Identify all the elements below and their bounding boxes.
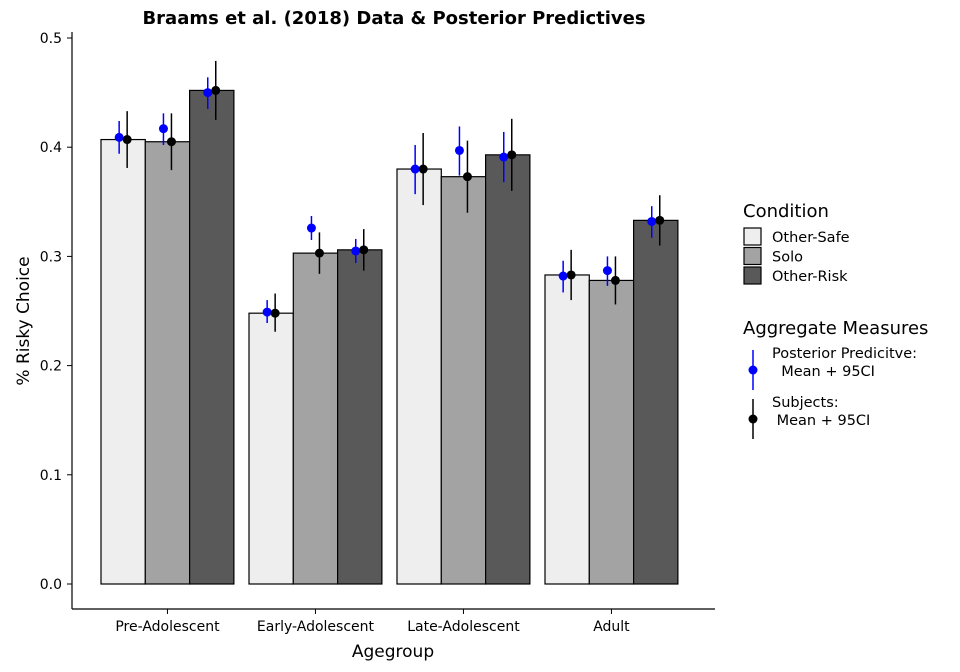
legend-subjects-point [748,414,758,424]
posterior-point [602,266,612,276]
subjects-point [507,150,517,160]
legend-condition-label: Other-Risk [772,269,848,285]
subjects-point [314,248,324,258]
chart-title: Braams et al. (2018) Data & Posterior Pr… [142,8,645,29]
legend-posterior-label-line2: Mean + 95CI [772,364,875,380]
y-tick-label: 0.2 [40,359,62,375]
subjects-point [359,245,369,255]
legend-swatch [743,246,762,266]
posterior-point [351,246,361,256]
subjects-point [270,308,280,318]
legend: Condition Other-Safe Solo Other-Risk Aggre… [743,201,928,439]
x-tick-label: Late-Adolescent [407,619,520,635]
plot-area [100,60,679,585]
legend-item-subjects: Subjects: Mean + 95CI [748,395,870,439]
posterior-point [454,145,464,155]
x-tick-label: Adult [593,619,630,635]
x-axis-ticks: Pre-Adolescent Early-Adolescent Late-Adole… [115,609,630,635]
legend-condition-label: Other-Safe [772,230,850,246]
y-tick-label: 0.5 [40,31,62,47]
bar [144,141,191,585]
bar [544,274,590,585]
posterior-point [558,271,568,281]
subjects-point [418,164,428,174]
posterior-point [499,152,509,162]
subjects-point [566,270,576,280]
legend-condition-title: Condition [743,201,829,222]
bar [632,219,679,585]
posterior-point [158,124,168,134]
posterior-point [306,223,316,233]
posterior-point [647,216,657,226]
x-tick-label: Pre-Adolescent [115,619,220,635]
bar [485,154,531,585]
legend-condition-label: Solo [772,250,803,266]
legend-item-posterior: Posterior Predicitve: Mean + 95CI [748,346,917,390]
y-tick-label: 0.1 [40,468,62,484]
legend-subjects-label-line1: Subjects: [772,395,839,411]
posterior-point [410,164,420,174]
legend-swatch [743,227,762,246]
subjects-point [610,275,620,285]
y-tick-label: 0.0 [40,577,62,593]
subjects-point [655,215,665,225]
y-axis-ticks: 0.0 0.1 0.2 0.3 0.4 0.5 [40,31,72,593]
legend-aggregate-title: Aggregate Measures [743,318,928,339]
bar [588,279,635,585]
bar [396,168,442,585]
bar [440,176,487,585]
subjects-point [462,172,472,182]
bar [189,89,235,585]
bar [292,252,339,585]
subjects-point [122,135,132,145]
legend-subjects-label-line2: Mean + 95CI [772,413,870,429]
subjects-point [211,85,221,95]
x-tick-label: Early-Adolescent [257,619,375,635]
legend-posterior-point [748,365,758,375]
legend-posterior-label-line1: Posterior Predicitve: [772,346,917,362]
x-axis-title: Agegroup [352,642,434,662]
bar [248,312,294,585]
bar [100,138,146,585]
y-axis-title: % Risky Choice [14,256,34,385]
posterior-point [114,132,124,142]
legend-swatch [743,266,762,285]
y-tick-label: 0.3 [40,249,62,265]
bar [337,249,383,585]
y-tick-label: 0.4 [40,140,62,156]
posterior-point [203,88,213,98]
posterior-point [262,307,272,317]
subjects-point [166,137,176,147]
legend-condition-items: Other-Safe Solo Other-Risk [743,227,850,285]
